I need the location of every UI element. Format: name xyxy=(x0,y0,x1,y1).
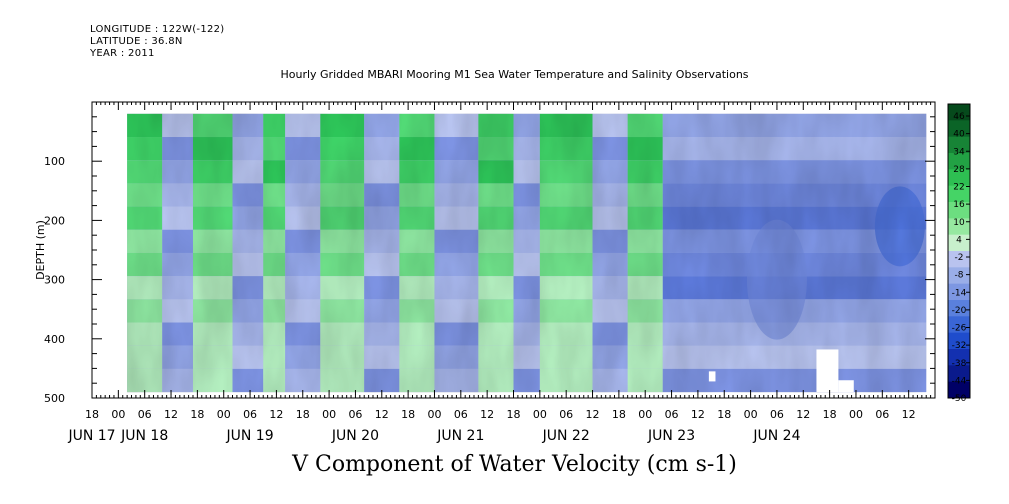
colorbar-swatch xyxy=(948,332,970,350)
colorbar-legend: 46 40 34 28 22 16 10 4 -2 -8 -14 -20 -26 -32 -38 -44 -50 xyxy=(947,103,971,404)
heatmap-field xyxy=(127,113,927,393)
colorbar-label: -32 xyxy=(952,341,967,351)
x-tick-label: 12 xyxy=(375,408,389,421)
day-label: JUN 24 xyxy=(752,428,800,444)
missing-data-patch xyxy=(816,349,839,393)
colorbar-label: -2 xyxy=(955,253,964,263)
x-tick-label: 06 xyxy=(559,408,573,421)
colorbar-label: -26 xyxy=(952,324,967,334)
x-tick-label: 12 xyxy=(586,408,600,421)
latitude-label: LATITUDE : 36.8N xyxy=(90,36,183,47)
colorbar-swatch xyxy=(948,104,970,121)
x-tick-label: 12 xyxy=(796,408,810,421)
colorbar-label: 16 xyxy=(953,200,965,210)
colorbar-swatch xyxy=(948,267,970,285)
year-label: YEAR : 2011 xyxy=(90,48,155,59)
day-label: JUN 19 xyxy=(226,428,274,444)
y-tick-label: 300 xyxy=(44,274,65,287)
x-tick-label: 12 xyxy=(269,408,283,421)
colorbar-swatch xyxy=(948,251,970,268)
y-tick-label: 500 xyxy=(44,392,65,405)
colorbar-swatch xyxy=(948,136,970,154)
colorbar-swatch xyxy=(948,316,970,334)
y-axis: 100 200 300 400 500 xyxy=(44,116,935,405)
x-tick-label: 18 xyxy=(296,408,310,421)
colorbar-swatch xyxy=(948,365,970,383)
x-tick-label: 00 xyxy=(638,408,652,421)
x-tick-label: 06 xyxy=(138,408,152,421)
colorbar-swatch xyxy=(948,185,970,203)
x-tick-label: 06 xyxy=(243,408,257,421)
x-tick-label: 06 xyxy=(875,408,889,421)
colorbar-label: 22 xyxy=(953,183,964,193)
x-tick-label: 06 xyxy=(454,408,468,421)
colorbar-label: 46 xyxy=(953,112,965,122)
missing-data-patch xyxy=(838,380,854,393)
longitude-label: LONGITUDE : 122W(-122) xyxy=(90,24,225,35)
colorbar-label: -38 xyxy=(952,359,967,369)
x-tick-label: 18 xyxy=(190,408,204,421)
colorbar-label: -20 xyxy=(952,306,967,316)
colorbar-swatch xyxy=(948,300,970,317)
colorbar-label: -50 xyxy=(952,394,967,404)
x-tick-label: 18 xyxy=(612,408,626,421)
x-tick-label: 00 xyxy=(533,408,547,421)
colorbar-label: -44 xyxy=(952,376,967,386)
colorbar-frame xyxy=(947,103,971,399)
x-tick-label: 18 xyxy=(401,408,415,421)
y-tick-label: 100 xyxy=(44,155,65,168)
y-tick-label: 200 xyxy=(44,214,65,227)
y-axis-label: DEPTH (m) xyxy=(34,220,47,280)
x-tick-label: 12 xyxy=(902,408,916,421)
variable-title: V Component of Water Velocity (cm s-1) xyxy=(292,452,737,477)
colorbar-swatch xyxy=(948,234,970,252)
colorbar-swatch xyxy=(948,120,970,138)
x-tick-label: 00 xyxy=(744,408,758,421)
x-tick-label: 12 xyxy=(480,408,494,421)
top-axis-ticks xyxy=(91,102,936,110)
day-label: JUN 20 xyxy=(331,428,379,444)
x-tick-label: 12 xyxy=(691,408,705,421)
colorbar-label: 4 xyxy=(956,235,962,245)
day-label: JUN 22 xyxy=(542,428,590,444)
day-label: JUN 23 xyxy=(647,428,695,444)
x-tick-label: 00 xyxy=(322,408,336,421)
colorbar-swatch xyxy=(948,169,970,187)
day-label: JUN 18 xyxy=(120,428,168,444)
colorbar-swatch xyxy=(948,283,970,301)
x-tick-label: 06 xyxy=(770,408,784,421)
heatmap-texture xyxy=(127,113,927,393)
colorbar-label: 34 xyxy=(953,147,965,157)
missing-data-patch xyxy=(708,371,716,382)
colorbar-label: -8 xyxy=(955,271,964,281)
colorbar-swatch xyxy=(948,202,970,219)
x-tick-label: 00 xyxy=(427,408,441,421)
x-tick-label: 18 xyxy=(823,408,837,421)
colorbar-swatch xyxy=(948,381,970,399)
x-tick-label: 12 xyxy=(164,408,178,421)
colorbar-swatch xyxy=(948,218,970,236)
x-tick-label: 06 xyxy=(665,408,679,421)
colorbar-label: 28 xyxy=(953,165,965,175)
colorbar-label: 10 xyxy=(953,218,965,228)
colorbar-swatch xyxy=(948,153,970,170)
colorbar-swatch xyxy=(948,349,970,366)
x-tick-label: 00 xyxy=(217,408,231,421)
x-tick-label: 00 xyxy=(111,408,125,421)
x-axis: 18 00 06 12 18 00 06 12 18 00 06 12 18 00 06 12 18 00 06 12… xyxy=(67,390,936,444)
x-tick-label: 00 xyxy=(849,408,863,421)
chart-title: Hourly Gridded MBARI Mooring M1 Sea Wate… xyxy=(280,68,749,81)
day-label: JUN 21 xyxy=(436,428,484,444)
x-tick-label: 06 xyxy=(348,408,362,421)
colorbar-label: -14 xyxy=(952,288,967,298)
colorbar-label: 40 xyxy=(953,130,965,140)
y-tick-label: 400 xyxy=(44,333,65,346)
day-label: JUN 17 xyxy=(67,428,115,444)
x-tick-label: 18 xyxy=(85,408,99,421)
x-tick-label: 18 xyxy=(507,408,521,421)
x-tick-label: 18 xyxy=(717,408,731,421)
